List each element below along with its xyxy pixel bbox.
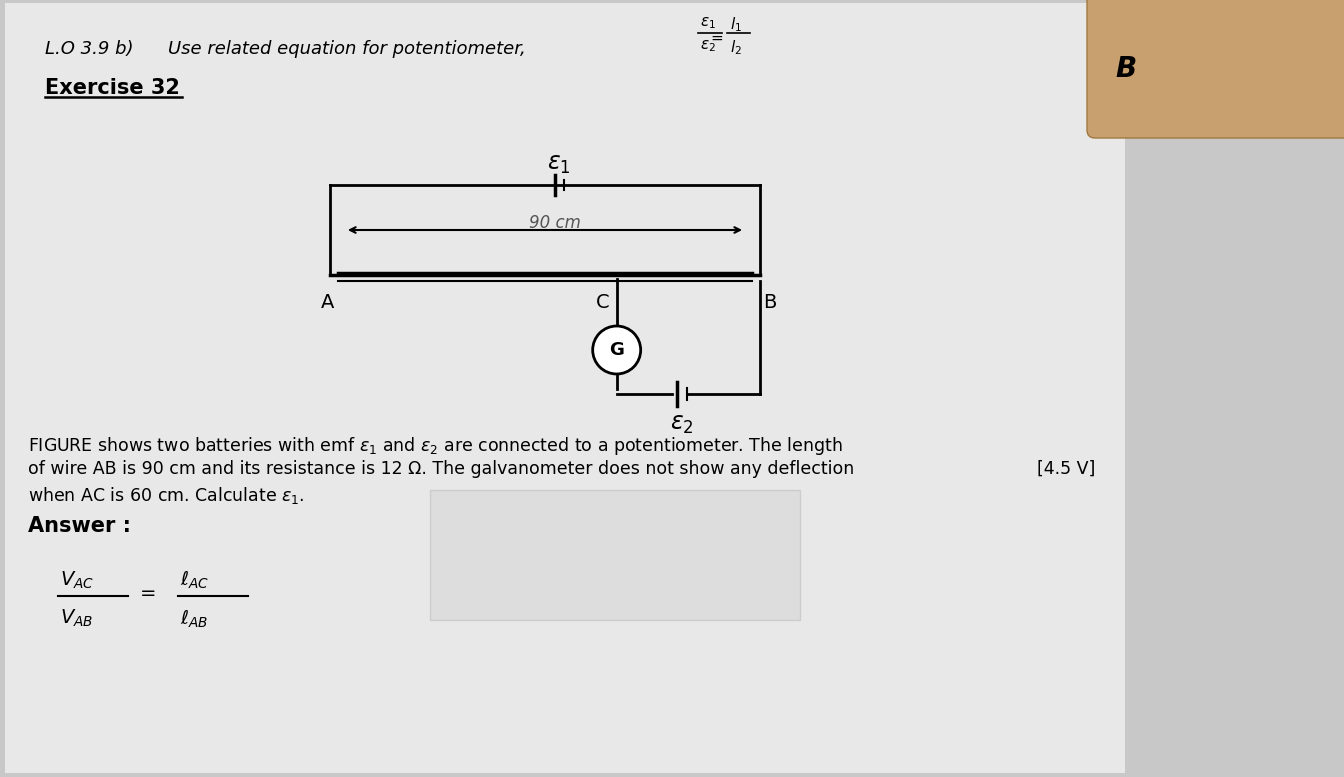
Text: $\varepsilon_1$: $\varepsilon_1$: [700, 15, 716, 31]
Text: A: A: [321, 293, 335, 312]
Text: FIGURE shows two batteries with emf $\varepsilon_1$ and $\varepsilon_2$ are conn: FIGURE shows two batteries with emf $\va…: [28, 435, 843, 457]
Text: Answer :: Answer :: [28, 516, 130, 536]
Circle shape: [593, 326, 641, 374]
FancyBboxPatch shape: [5, 3, 1125, 773]
Text: $l_2$: $l_2$: [730, 38, 742, 57]
Text: =: =: [140, 584, 156, 602]
Text: G: G: [609, 341, 624, 359]
Text: of wire AB is 90 cm and its resistance is 12 Ω. The galvanometer does not show a: of wire AB is 90 cm and its resistance i…: [28, 460, 855, 478]
FancyBboxPatch shape: [430, 490, 800, 620]
Text: $\ell_{AC}$: $\ell_{AC}$: [180, 569, 210, 591]
Text: B: B: [763, 293, 777, 312]
Text: [4.5 V]: [4.5 V]: [1036, 460, 1095, 478]
Text: $\varepsilon_2$: $\varepsilon_2$: [700, 38, 716, 54]
Text: Exercise 32: Exercise 32: [44, 78, 180, 98]
Text: when AC is 60 cm. Calculate $\varepsilon_1$.: when AC is 60 cm. Calculate $\varepsilon…: [28, 485, 305, 506]
Text: $V_{AB}$: $V_{AB}$: [60, 608, 93, 629]
Text: $V_{AC}$: $V_{AC}$: [60, 570, 94, 591]
Text: =: =: [710, 31, 723, 46]
Text: $\boldsymbol{\varepsilon_1}$: $\boldsymbol{\varepsilon_1}$: [547, 152, 571, 176]
Text: 90 cm: 90 cm: [530, 214, 581, 232]
Text: B: B: [1116, 55, 1136, 83]
Text: $\ell_{AB}$: $\ell_{AB}$: [180, 608, 208, 630]
Text: $l_1$: $l_1$: [730, 15, 742, 33]
FancyBboxPatch shape: [1087, 0, 1344, 138]
Text: L.O 3.9 b)      Use related equation for potentiometer,: L.O 3.9 b) Use related equation for pote…: [44, 40, 526, 58]
Text: $\boldsymbol{\varepsilon_2}$: $\boldsymbol{\varepsilon_2}$: [669, 412, 694, 436]
Text: C: C: [595, 293, 609, 312]
